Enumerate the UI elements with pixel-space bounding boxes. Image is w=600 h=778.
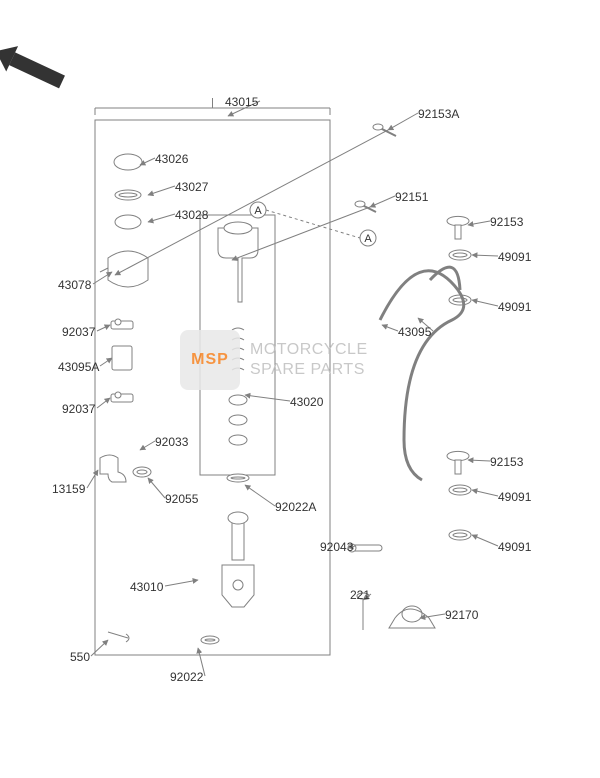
part-ref-label: 43078: [58, 278, 91, 292]
part-ref-label: 43015: [225, 95, 258, 109]
svg-text:A: A: [364, 233, 372, 245]
watermark-text: MOTORCYCLE SPARE PARTS: [250, 340, 368, 380]
part-ref-label: 43026: [155, 152, 188, 166]
part-ref-label: 43095: [398, 325, 431, 339]
part-ref-label: 92170: [445, 608, 478, 622]
part-ref-label: 92022: [170, 670, 203, 684]
part-ref-label: 43020: [290, 395, 323, 409]
part-ref-label: 13159: [52, 482, 85, 496]
part-ref-label: 49091: [498, 300, 531, 314]
diagram-canvas: { "figure": { "type": "diagram", "title"…: [0, 0, 600, 778]
part-ref-label: 92022A: [275, 500, 316, 514]
part-ref-label: 92153A: [418, 107, 459, 121]
part-ref-label: 92033: [155, 435, 188, 449]
part-ref-label: 49091: [498, 250, 531, 264]
part-ref-label: 43095A: [58, 360, 99, 374]
part-ref-label: 550: [70, 650, 90, 664]
part-ref-label: 92153: [490, 455, 523, 469]
part-ref-label: 92153: [490, 215, 523, 229]
part-ref-label: 92043: [320, 540, 353, 554]
part-ref-label: 221: [350, 588, 370, 602]
watermark-line1: MOTORCYCLE: [250, 340, 368, 360]
part-ref-label: 92151: [395, 190, 428, 204]
part-ref-label: 92037: [62, 325, 95, 339]
svg-text:A: A: [254, 205, 262, 217]
part-ref-label: 92055: [165, 492, 198, 506]
watermark: MSP MOTORCYCLE SPARE PARTS: [180, 330, 368, 390]
part-ref-label: 43010: [130, 580, 163, 594]
watermark-line2: SPARE PARTS: [250, 360, 368, 380]
part-ref-label: 49091: [498, 490, 531, 504]
part-ref-label: 92037: [62, 402, 95, 416]
watermark-badge: MSP: [180, 330, 240, 390]
part-ref-label: 49091: [498, 540, 531, 554]
part-ref-label: 43027: [175, 180, 208, 194]
part-ref-label: 43028: [175, 208, 208, 222]
